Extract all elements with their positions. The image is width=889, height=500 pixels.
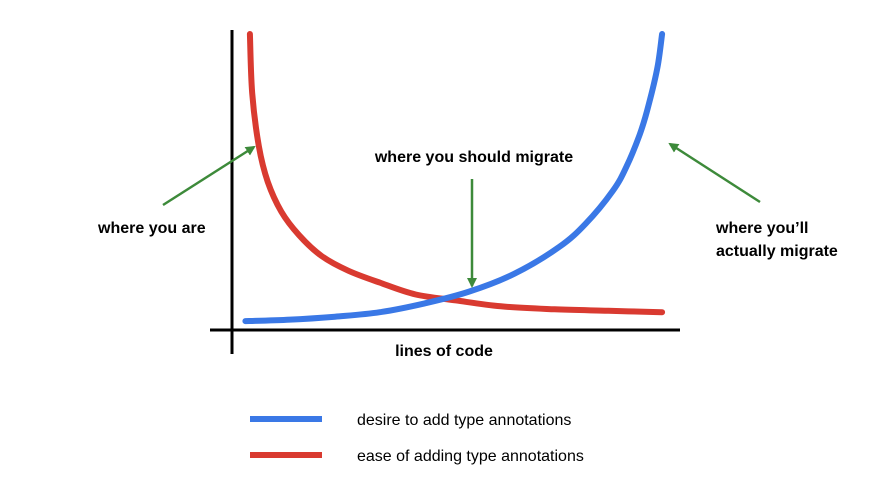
annotation-where-youll-actually-migrate: where you’ll actually migrate bbox=[715, 220, 838, 260]
annotation-where-youll-line-1: where you’ll bbox=[715, 220, 808, 237]
series-line-desire bbox=[242, 31, 666, 325]
annotation-where-you-are: where you are bbox=[97, 220, 206, 237]
arrow-where-youll-actually-migrate bbox=[668, 142, 761, 204]
annotation-where-you-should-migrate: where you should migrate bbox=[374, 149, 573, 166]
legend: desire to add type annotations ease of a… bbox=[250, 412, 584, 465]
x-axis-label: lines of code bbox=[395, 343, 493, 360]
series-line-ease bbox=[246, 31, 666, 316]
annotation-where-youll-line-2: actually migrate bbox=[716, 243, 838, 260]
arrow-where-you-are bbox=[162, 145, 256, 207]
legend-label-desire: desire to add type annotations bbox=[357, 412, 571, 429]
legend-label-ease: ease of adding type annotations bbox=[357, 448, 584, 465]
